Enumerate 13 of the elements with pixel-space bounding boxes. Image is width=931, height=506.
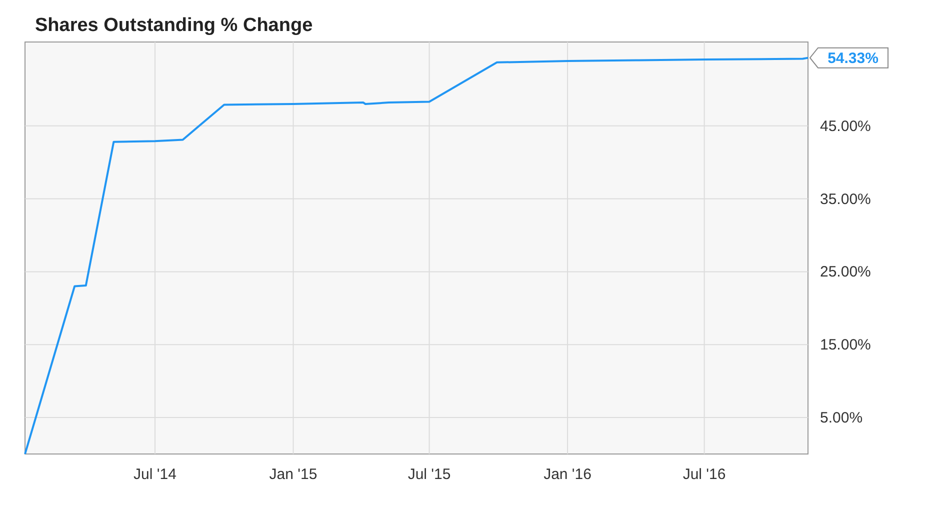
- x-tick-label: Jul '14: [134, 466, 176, 483]
- x-tick-label: Jan '16: [544, 466, 592, 483]
- line-series: [24, 56, 809, 455]
- x-tick-label: Jul '15: [408, 466, 451, 483]
- y-tick-label: 45.00%: [820, 118, 871, 135]
- annotation: 54.33%: [828, 50, 878, 67]
- y-tick-label: 5.00%: [820, 410, 863, 427]
- x-tick-label: Jan '15: [269, 466, 318, 483]
- chart-title: Shares Outstanding % Change: [35, 15, 313, 36]
- y-tick-label: 15.00%: [820, 336, 871, 354]
- y-tick-label: 25.00%: [820, 264, 871, 281]
- y-tick-label: 35.00%: [820, 190, 871, 208]
- x-tick-label: Jul '16: [682, 466, 726, 483]
